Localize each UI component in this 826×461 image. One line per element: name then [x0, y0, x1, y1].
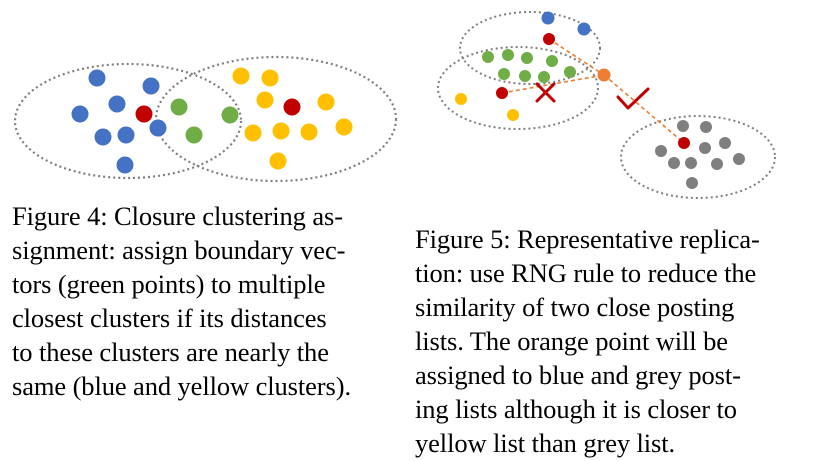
grey-posting-list-boundary	[620, 115, 776, 199]
caption-line: Figure 5: Representative replica-	[415, 224, 760, 254]
blue-points	[71, 69, 167, 174]
yellow-posting-list-boundary	[437, 46, 599, 130]
green-point	[546, 55, 558, 67]
yellow-point	[455, 93, 467, 105]
green-list-points	[482, 49, 576, 83]
yellow-points	[232, 67, 353, 170]
green-point	[221, 106, 239, 124]
blue-point	[116, 156, 134, 174]
grey-point	[700, 121, 712, 133]
yellow-list-red-point	[496, 87, 508, 99]
caption-line: signment: assign boundary vec-	[12, 235, 346, 265]
yellow-point	[256, 91, 274, 109]
caption-line: similarity of two close posting	[415, 292, 735, 322]
green-point	[538, 71, 550, 83]
green-point	[498, 68, 510, 80]
grey-point	[733, 153, 745, 165]
caption-line: Figure 4: Closure clustering as-	[12, 201, 343, 231]
blue-list-points	[541, 11, 591, 36]
yellow-list-points	[455, 93, 519, 121]
grey-list-points	[655, 120, 745, 189]
figure-4-diagram	[13, 55, 398, 183]
grey-list-red-point	[678, 137, 690, 149]
link-blue-to-orange	[548, 38, 605, 76]
yellow-point	[261, 69, 279, 87]
green-point	[519, 70, 531, 82]
green-point	[170, 98, 188, 116]
blue-point	[142, 77, 160, 95]
link-orange-to-grey	[603, 74, 685, 144]
green-point	[482, 51, 494, 63]
cross-mark-icon	[535, 82, 556, 103]
grey-point	[686, 177, 698, 189]
yellow-point	[300, 123, 318, 141]
grey-point	[719, 137, 731, 149]
blue-point	[149, 119, 167, 137]
blue-point	[71, 105, 89, 123]
blue-list-red-point	[543, 33, 555, 45]
blue-centroid-red-point	[135, 105, 153, 123]
blue-posting-list-boundary	[459, 11, 601, 85]
yellow-point	[244, 124, 262, 142]
blue-point	[541, 11, 555, 25]
yellow-point	[232, 67, 250, 85]
yellow-centroid-red-point	[283, 98, 301, 116]
figure-5-caption: Figure 5: Representative replica- tion: …	[415, 222, 810, 460]
blue-point	[108, 95, 126, 113]
green-boundary-points	[170, 98, 239, 144]
figure-5-diagram	[437, 11, 776, 199]
yellow-point	[269, 152, 287, 170]
figure-4-caption: Figure 4: Closure clustering as- signmen…	[12, 199, 404, 403]
caption-line: tors (green points) to multiple	[12, 269, 326, 299]
blue-point	[117, 126, 135, 144]
grey-point	[711, 158, 723, 170]
yellow-point	[335, 118, 353, 136]
grey-point	[685, 157, 697, 169]
caption-line: tion: use RNG rule to reduce the	[415, 258, 757, 288]
grey-point	[668, 157, 680, 169]
caption-line: assigned to blue and grey post-	[415, 360, 741, 390]
green-point	[185, 126, 203, 144]
check-mark-icon	[616, 87, 650, 110]
yellow-point	[317, 93, 335, 111]
caption-line: lists. The orange point will be	[415, 326, 728, 356]
yellow-cluster-boundary	[154, 55, 398, 183]
caption-line: ing lists although it is closer to	[415, 394, 737, 424]
yellow-point	[507, 109, 519, 121]
grey-point	[677, 120, 689, 132]
blue-point	[577, 22, 591, 36]
grey-point	[655, 145, 667, 157]
green-point	[521, 52, 533, 64]
blue-cluster-boundary	[13, 62, 243, 180]
yellow-point	[272, 122, 290, 140]
orange-point	[597, 68, 611, 82]
green-point	[502, 49, 514, 61]
blue-point	[88, 69, 106, 87]
caption-line: yellow list than grey list.	[415, 428, 676, 458]
caption-line: same (blue and yellow clusters).	[12, 371, 351, 401]
caption-line: closest clusters if its distances	[12, 303, 327, 333]
grey-point	[699, 142, 711, 154]
caption-line: to these clusters are nearly the	[12, 337, 329, 367]
green-point	[564, 66, 576, 78]
blue-point	[94, 128, 112, 146]
